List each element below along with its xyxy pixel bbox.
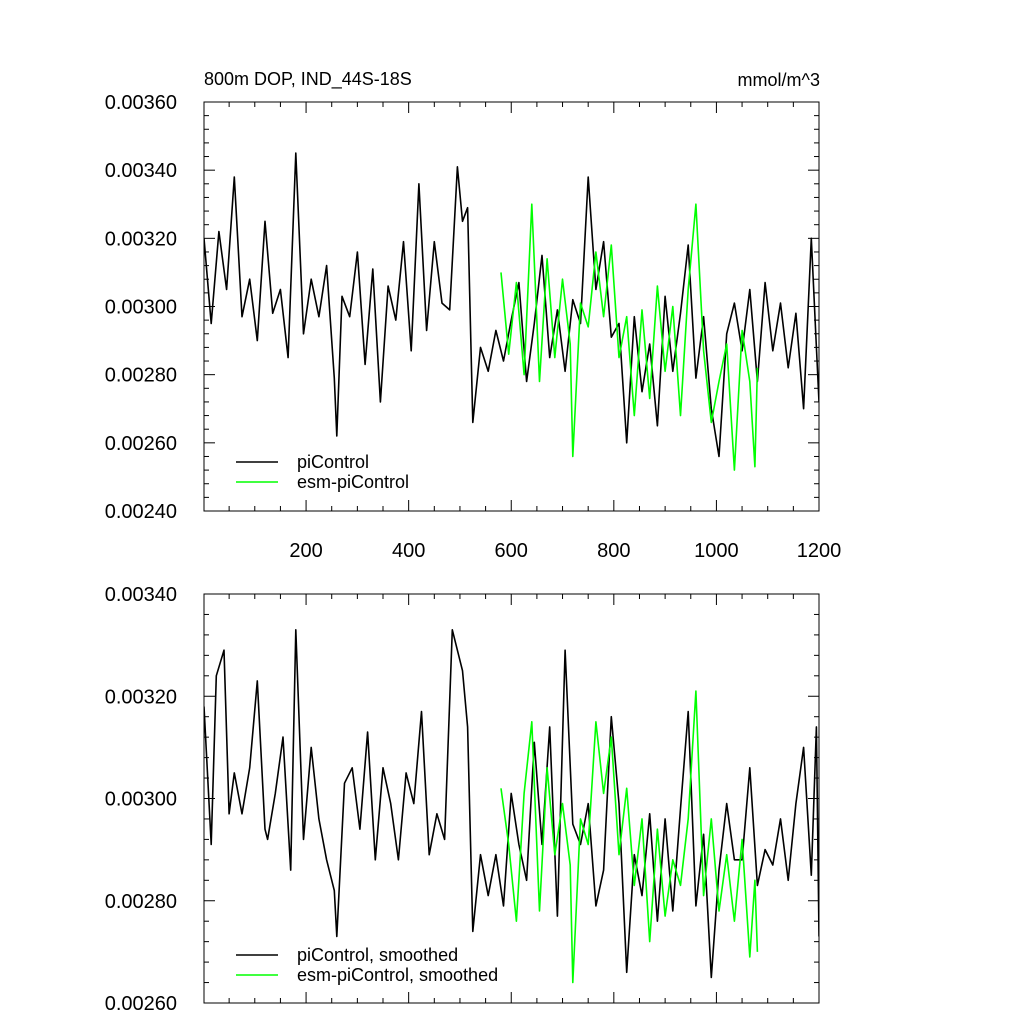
legend-label-picontrol-smoothed: piControl, smoothed <box>297 945 458 965</box>
chart-title: 800m DOP, IND_44S-18S <box>204 69 412 90</box>
x-tick-label: 800 <box>597 540 630 562</box>
y-tick-label: 0.00280 <box>105 891 177 913</box>
y-tick-label: 0.00340 <box>105 584 177 606</box>
series-line-esm-picontrol <box>500 203 759 471</box>
top-panel: 800m DOP, IND_44S-18S mmol/m^3 0.00240 0.… <box>105 69 842 562</box>
series-line-esm-picontrol-smoothed <box>500 690 759 984</box>
x-tick-label: 1200 <box>797 540 842 562</box>
x-tick-label: 1000 <box>694 540 739 562</box>
y-tick-label: 0.00260 <box>105 993 177 1015</box>
series-line-picontrol <box>204 152 819 458</box>
y-tick-label: 0.00300 <box>105 297 177 319</box>
legend-label-esm-picontrol-smoothed: esm-piControl, smoothed <box>297 965 498 985</box>
legend-label-picontrol: piControl <box>297 452 369 472</box>
y-tick-label: 0.00260 <box>105 433 177 455</box>
y-tick-label: 0.00340 <box>105 160 177 182</box>
x-tick-label: 200 <box>289 540 322 562</box>
x-tick-label: 400 <box>392 540 425 562</box>
y-tick-label: 0.00240 <box>105 501 177 523</box>
y-tick-label: 0.00280 <box>105 365 177 387</box>
units-label: mmol/m^3 <box>738 70 820 90</box>
y-tick-label: 0.00360 <box>105 92 177 114</box>
y-tick-label: 0.00320 <box>105 686 177 708</box>
legend-label-esm-picontrol: esm-piControl <box>297 472 409 492</box>
bottom-panel: 0.00260 0.00280 0.00300 0.00320 0.00340 piCon… <box>105 584 820 1015</box>
x-tick-label: 600 <box>495 540 528 562</box>
y-tick-label: 0.00300 <box>105 789 177 811</box>
series-line-picontrol-smoothed <box>204 628 819 979</box>
y-tick-label: 0.00320 <box>105 228 177 250</box>
